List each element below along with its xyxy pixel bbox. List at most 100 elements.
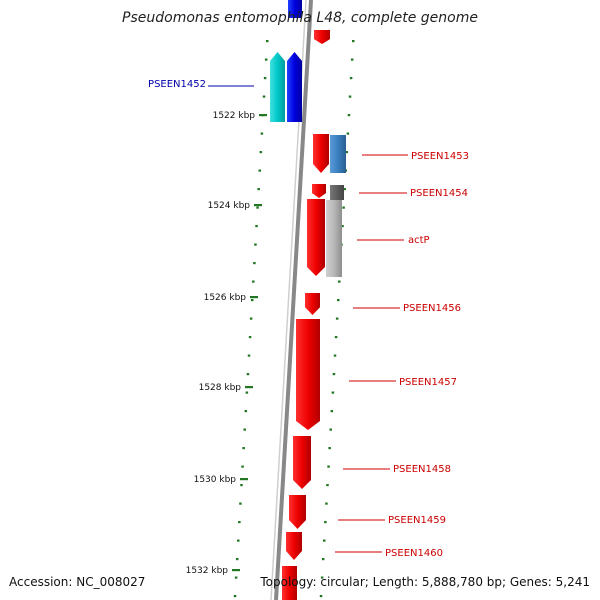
gene-label[interactable]: PSEEN1460 xyxy=(385,548,443,559)
ruler-dot xyxy=(338,280,341,283)
gene-label[interactable]: PSEEN1457 xyxy=(399,377,457,388)
gene-label[interactable]: PSEEN1459 xyxy=(388,515,446,526)
tick-label: 1526 kbp xyxy=(204,293,247,303)
ruler-dot xyxy=(321,558,325,561)
accession-text: Accession: NC_008027 xyxy=(9,575,146,589)
gene-arrow xyxy=(305,293,320,315)
gene-arrow xyxy=(330,135,346,173)
ruler-dot xyxy=(349,77,353,80)
kbp-ticks: 1522 kbp 1524 kbp 1526 kbp 1528 kbp 1530 kbp… xyxy=(186,111,267,576)
tick-label: 1524 kbp xyxy=(208,201,251,211)
gene-arrow xyxy=(307,199,325,276)
gene-labels: PSEEN1452 PSEEN1453 PSEEN1454 actP PSEEN1456… xyxy=(148,79,469,559)
ruler-dot xyxy=(237,539,240,542)
ruler-dot xyxy=(334,336,338,339)
tick-mark xyxy=(250,296,258,299)
gene-label[interactable]: PSEEN1458 xyxy=(393,464,451,475)
ruler-dot xyxy=(239,502,242,505)
ruler-dot xyxy=(233,595,237,598)
ruler-dot xyxy=(248,336,252,339)
ruler-dot xyxy=(341,225,344,228)
ruler-dot xyxy=(256,206,259,209)
ruler-dot xyxy=(346,132,350,135)
topology-text: Topology: circular; Length: 5,888,780 bp… xyxy=(260,575,590,589)
gene-arrow xyxy=(289,495,306,529)
ruler-dot xyxy=(246,373,250,376)
ruler-dot xyxy=(258,169,261,172)
tick-mark xyxy=(254,204,262,207)
ruler-dot xyxy=(262,95,266,98)
ruler-dot xyxy=(254,243,257,246)
ruler-dot xyxy=(350,58,354,61)
tick-label: 1528 kbp xyxy=(199,383,242,393)
ruler-dot xyxy=(348,95,352,98)
tick-label: 1530 kbp xyxy=(194,475,237,485)
ruler-dot xyxy=(266,40,269,43)
gene-arrow xyxy=(312,184,326,198)
ruler-dot xyxy=(324,521,327,524)
ruler-dot xyxy=(331,391,335,394)
ruler-dot xyxy=(240,484,243,487)
ruler-dot xyxy=(252,280,255,283)
ruler-dot xyxy=(242,447,245,450)
ruler-dot xyxy=(263,77,267,80)
gene-arrows xyxy=(270,0,346,600)
ruler-dot xyxy=(347,114,351,117)
tick-label: 1532 kbp xyxy=(186,566,229,576)
gene-arrow xyxy=(330,185,344,200)
gene-arrow xyxy=(270,52,285,122)
map-title: Pseudomonas entomophila L48, complete ge… xyxy=(122,10,478,26)
ruler-dot xyxy=(320,576,324,579)
ruler-dot xyxy=(332,373,336,376)
ruler-dot xyxy=(329,428,332,431)
gene-arrow xyxy=(326,200,342,277)
gene-arrow xyxy=(288,0,302,18)
ruler-dot xyxy=(352,40,355,43)
gene-arrow xyxy=(286,532,302,560)
ruler-dot xyxy=(249,317,253,320)
ruler-dot xyxy=(257,188,260,191)
ruler-dot xyxy=(342,206,345,209)
ruler-dot xyxy=(234,576,238,579)
ruler-dot xyxy=(323,539,326,542)
ruler-dot xyxy=(335,317,339,320)
ruler-dot xyxy=(238,521,241,524)
ruler-dot xyxy=(259,151,263,154)
ruler-dot xyxy=(327,465,330,468)
ruler-dot xyxy=(319,595,323,598)
tick-mark xyxy=(240,478,248,481)
gene-label[interactable]: actP xyxy=(408,235,430,246)
gene-label[interactable]: PSEEN1454 xyxy=(410,188,468,199)
gene-label[interactable]: PSEEN1452 xyxy=(148,79,206,90)
gene-arrow xyxy=(313,134,329,173)
ruler-dot xyxy=(326,484,329,487)
backbone-outer xyxy=(274,0,313,600)
ruler-dot xyxy=(243,428,246,431)
tick-label: 1522 kbp xyxy=(213,111,256,121)
ruler-dot xyxy=(260,132,264,135)
ruler-dot xyxy=(245,391,249,394)
ruler-dot xyxy=(343,188,346,191)
ruler-dot xyxy=(235,558,239,561)
gene-label[interactable]: PSEEN1456 xyxy=(403,303,461,314)
dotted-ruler-right xyxy=(319,40,355,598)
gene-arrow xyxy=(282,566,297,600)
ruler-dot xyxy=(330,410,334,413)
label-leader-lines xyxy=(208,85,408,553)
gene-arrow xyxy=(293,436,311,489)
ruler-dot xyxy=(345,151,349,154)
tick-mark xyxy=(245,386,253,389)
gene-arrow xyxy=(296,319,320,430)
dotted-ruler-left xyxy=(233,40,269,598)
ruler-dot xyxy=(253,262,256,265)
ruler-dot xyxy=(325,502,328,505)
gene-arrow xyxy=(314,30,330,44)
ruler-dot xyxy=(264,58,268,61)
gene-label[interactable]: PSEEN1453 xyxy=(411,151,469,162)
ruler-dot xyxy=(328,447,331,450)
gene-arrow xyxy=(287,52,302,122)
ruler-dot xyxy=(250,299,254,302)
ruler-dot xyxy=(336,299,340,302)
tick-mark xyxy=(232,569,240,572)
